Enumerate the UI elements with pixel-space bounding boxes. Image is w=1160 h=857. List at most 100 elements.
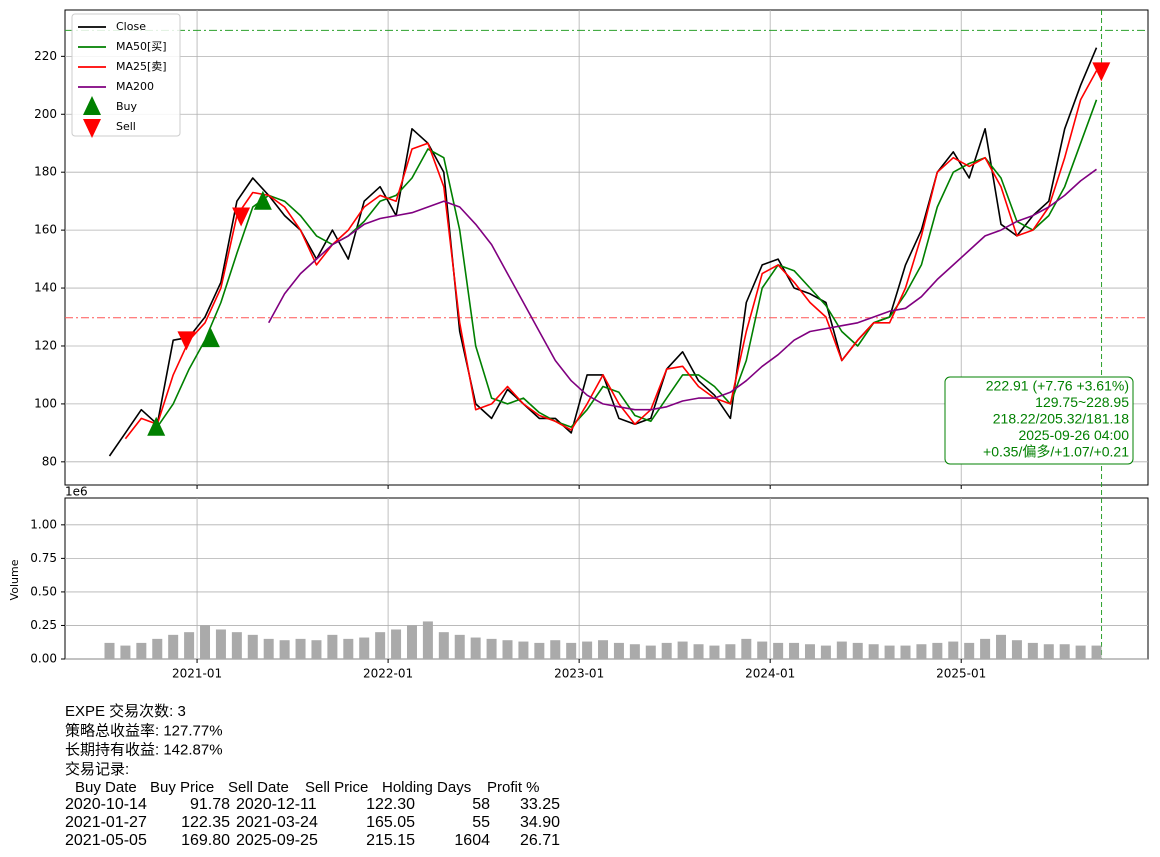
annotation-text: 222.91 (+7.76 +3.61%): [986, 378, 1129, 394]
summary-line: 交易记录:: [65, 760, 129, 778]
volume-bar: [295, 638, 306, 659]
summary-line: EXPE 交易次数: 3: [65, 702, 186, 720]
volume-bar: [215, 629, 226, 659]
legend-swatch: [83, 119, 101, 138]
table-cell: 2025-09-25: [236, 832, 318, 849]
y-tick-label: 0.00: [30, 652, 57, 666]
y-tick-label: 80: [42, 454, 57, 468]
series-line: [156, 99, 1098, 428]
volume-bar: [677, 641, 688, 659]
volume-bar: [1091, 645, 1102, 659]
annotation-box: [944, 376, 1134, 465]
volume-bar: [980, 638, 991, 659]
legend-label: MA50[买]: [116, 40, 167, 53]
table-cell: 122.30: [366, 796, 415, 813]
table-cell: 34.90: [520, 814, 560, 831]
volume-bar: [200, 625, 211, 659]
volume-bar: [948, 641, 959, 659]
volume-bar: [1059, 644, 1070, 659]
y-tick-label: 100: [34, 396, 57, 410]
volume-bar: [757, 641, 768, 659]
volume-bar: [311, 640, 322, 659]
volume-bar: [1043, 644, 1054, 659]
volume-bar: [375, 632, 386, 659]
volume-bar: [518, 641, 529, 659]
table-cell: 215.15: [366, 832, 415, 849]
volume-bar: [709, 645, 720, 659]
volume-bar: [168, 634, 179, 659]
volume-bar: [566, 642, 577, 659]
legend-label: MA200: [116, 80, 154, 93]
y-tick-label: 120: [34, 338, 57, 352]
volume-bar: [1075, 645, 1086, 659]
series-line: [267, 168, 1097, 411]
volume-bar: [120, 645, 131, 659]
volume-bar: [454, 634, 465, 659]
table-cell: 33.25: [520, 796, 560, 813]
summary-line: 策略总收益率: 127.77%: [65, 722, 223, 739]
x-tick-label: 2025-01: [936, 667, 986, 681]
buy-marker: [147, 416, 166, 436]
volume-bar: [789, 642, 800, 659]
table-cell: 91.78: [190, 796, 230, 813]
series-line: [124, 70, 1098, 440]
volume-bar: [645, 645, 656, 659]
y-axis-label: Volume: [8, 559, 21, 600]
y-tick-label: 0.75: [30, 551, 57, 565]
table-cell: 2021-05-05: [65, 832, 147, 849]
volume-bar: [773, 642, 784, 659]
volume-bar: [820, 645, 831, 659]
volume-bar: [359, 637, 370, 659]
volume-bar: [470, 637, 481, 659]
buy-marker: [201, 328, 220, 348]
volume-bar: [247, 634, 258, 659]
volume-bar: [661, 642, 672, 659]
legend: Close MA50[买] MA25[卖] MA200 Buy Sell: [71, 13, 181, 138]
y-tick-label: 0.25: [30, 618, 57, 632]
table-cell: 2020-10-14: [65, 796, 147, 813]
legend-label: Buy: [116, 100, 138, 113]
volume-bar: [804, 644, 815, 659]
volume-bar: [486, 638, 497, 659]
volume-bar: [598, 640, 609, 659]
table-cell: 165.05: [366, 814, 415, 831]
table-header: Buy Date: [75, 779, 137, 796]
sell-marker: [177, 331, 196, 351]
annotation-text: 129.75~228.95: [1035, 394, 1129, 410]
legend-box: [71, 13, 181, 137]
volume-bar: [852, 642, 863, 659]
legend-swatch: [83, 96, 101, 115]
volume-bar: [836, 641, 847, 659]
table-cell: 58: [472, 796, 490, 813]
volume-bar: [406, 625, 417, 659]
y-tick-label: 200: [34, 107, 57, 121]
table-cell: 2021-03-24: [236, 814, 318, 831]
volume-bar: [502, 640, 513, 659]
volume-bar: [725, 644, 736, 659]
summary-line: 长期持有收益: 142.87%: [65, 742, 223, 759]
table-header: Sell Price: [305, 779, 368, 796]
volume-bar: [964, 642, 975, 659]
x-tick-label: 2021-01: [172, 667, 222, 681]
legend-label: Close: [116, 20, 146, 33]
volume-bar: [534, 642, 545, 659]
legend-label: MA25[卖]: [116, 60, 167, 73]
volume-bar: [613, 642, 624, 659]
volume-bar: [263, 638, 274, 659]
volume-axes-frame: [64, 497, 1149, 660]
volume-bar: [231, 632, 242, 659]
volume-bar: [550, 640, 561, 659]
legend-label: Sell: [116, 120, 136, 133]
table-header: Holding Days: [382, 779, 471, 796]
volume-bar: [104, 642, 115, 659]
volume-bar: [741, 638, 752, 659]
volume-bar: [868, 644, 879, 659]
volume-bar: [152, 638, 163, 659]
table-cell: 26.71: [520, 832, 560, 849]
annotation-text: 2025-09-26 04:00: [1018, 427, 1129, 443]
table-cell: 2021-01-27: [65, 814, 147, 831]
y-tick-label: 0.50: [30, 584, 57, 598]
volume-bar: [582, 641, 593, 659]
